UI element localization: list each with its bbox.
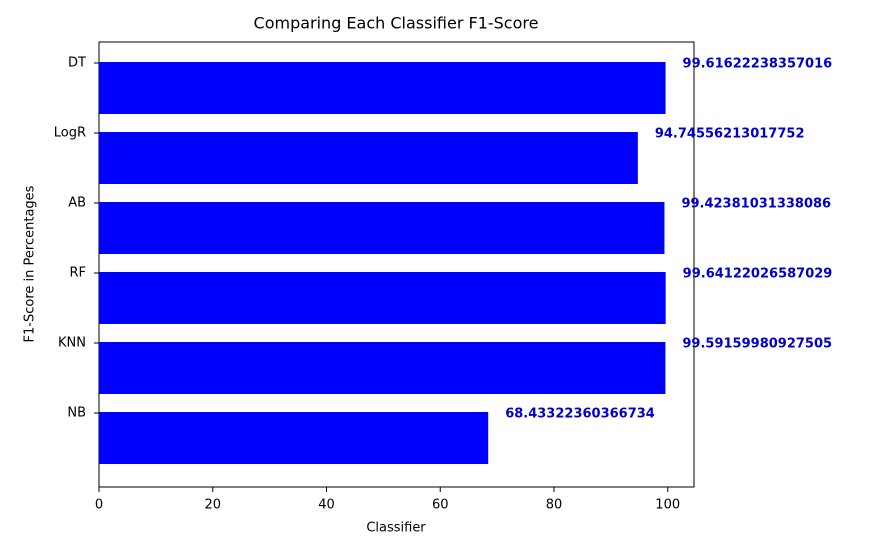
x-tick-label: 0 [95,498,103,513]
x-tick-label: 100 [655,498,680,513]
value-label: 94.74556213017752 [655,127,805,142]
y-tick-label: LogR [54,126,86,141]
value-label: 99.59159980927505 [682,337,832,352]
value-label: 68.43322360366734 [505,407,655,422]
x-tick-label: 60 [432,498,449,513]
bar [99,412,489,464]
value-label: 99.64122026587029 [683,267,833,282]
y-axis-label: F1-Score in Percentages [23,185,38,342]
value-label: 99.61622238357016 [683,57,833,72]
bar [99,202,665,254]
y-tick-label: KNN [58,336,86,351]
x-tick-label: 40 [318,498,335,513]
bar [99,272,666,324]
bar [99,132,638,184]
plot-frame [98,41,695,488]
chart-title: Comparing Each Classifier F1-Score [254,14,539,33]
x-tick-label: 80 [546,498,563,513]
y-tick-label: AB [68,196,86,211]
bar [99,342,666,394]
bar [99,62,666,114]
y-tick-label: DT [68,56,86,71]
x-tick-label: 20 [204,498,221,513]
value-label: 99.42381031338086 [681,197,831,212]
y-tick-label: NB [67,406,86,421]
x-axis-label: Classifier [366,521,426,536]
y-tick-label: RF [69,266,86,281]
